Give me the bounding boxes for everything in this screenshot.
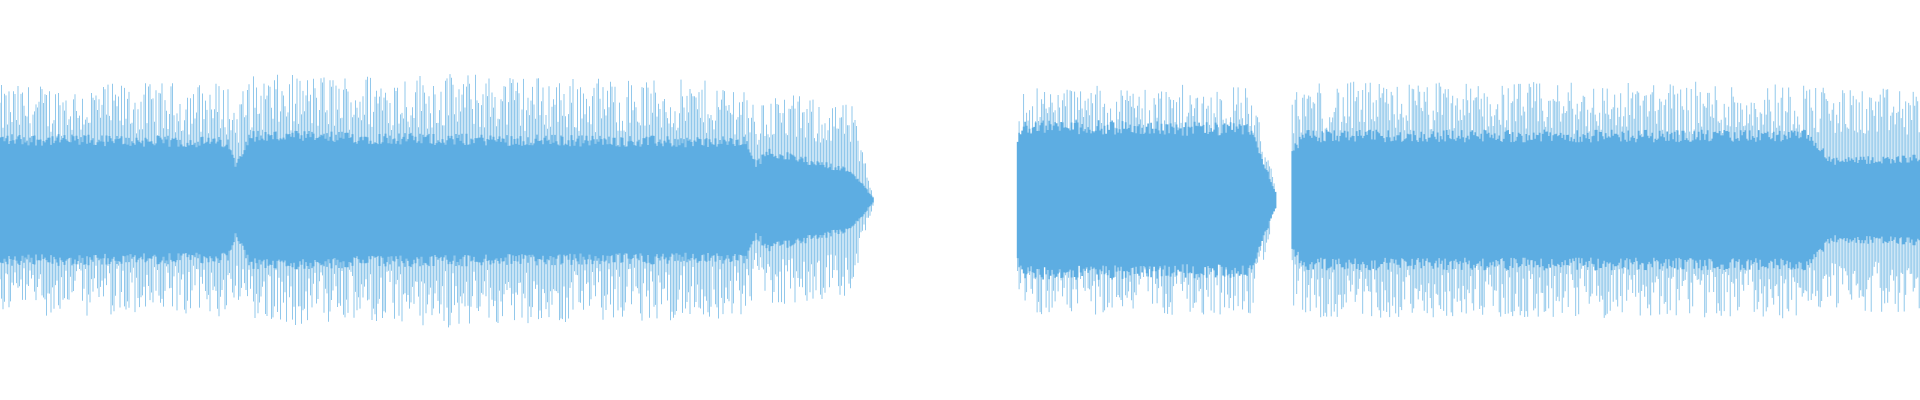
waveform-clip-2[interactable] xyxy=(1016,84,1277,315)
waveform-body xyxy=(0,130,874,270)
waveform-body xyxy=(1291,129,1920,271)
waveform-body xyxy=(1016,120,1277,280)
waveform-clip-1[interactable] xyxy=(0,74,874,328)
waveform-clip-3[interactable] xyxy=(1291,81,1920,319)
